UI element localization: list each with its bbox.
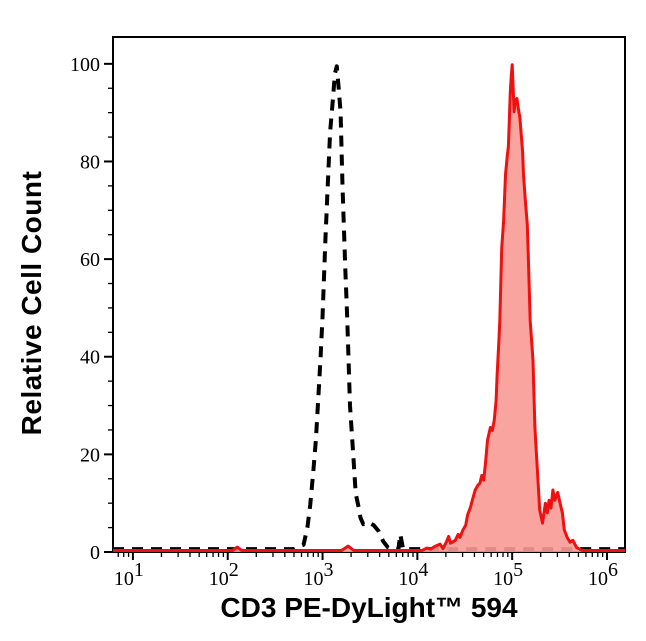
cd3-pe-dylight-594-stained-fill xyxy=(113,64,625,553)
y-axis-title: Relative Cell Count xyxy=(16,170,47,436)
x-axis-title: CD3 PE-DyLight™ 594 xyxy=(220,592,518,623)
y-tick-label: 0 xyxy=(90,542,100,564)
y-tick-label: 60 xyxy=(80,249,100,271)
x-tick-label: 103 xyxy=(304,559,334,590)
x-tick-label: 105 xyxy=(493,559,523,590)
y-tick-label: 40 xyxy=(80,347,100,369)
x-tick-label: 102 xyxy=(209,559,239,590)
plot-frame xyxy=(112,36,626,553)
x-tick-label: 106 xyxy=(588,559,618,590)
cd3-pe-dylight-594-stained-curve xyxy=(113,63,625,552)
x-tick-label: 104 xyxy=(398,559,428,590)
y-tick-label: 100 xyxy=(70,54,100,76)
negative-control-curve xyxy=(113,64,625,552)
y-tick-label: 80 xyxy=(80,151,100,173)
y-tick-label: 20 xyxy=(80,444,100,466)
x-tick-label: 101 xyxy=(114,559,144,590)
